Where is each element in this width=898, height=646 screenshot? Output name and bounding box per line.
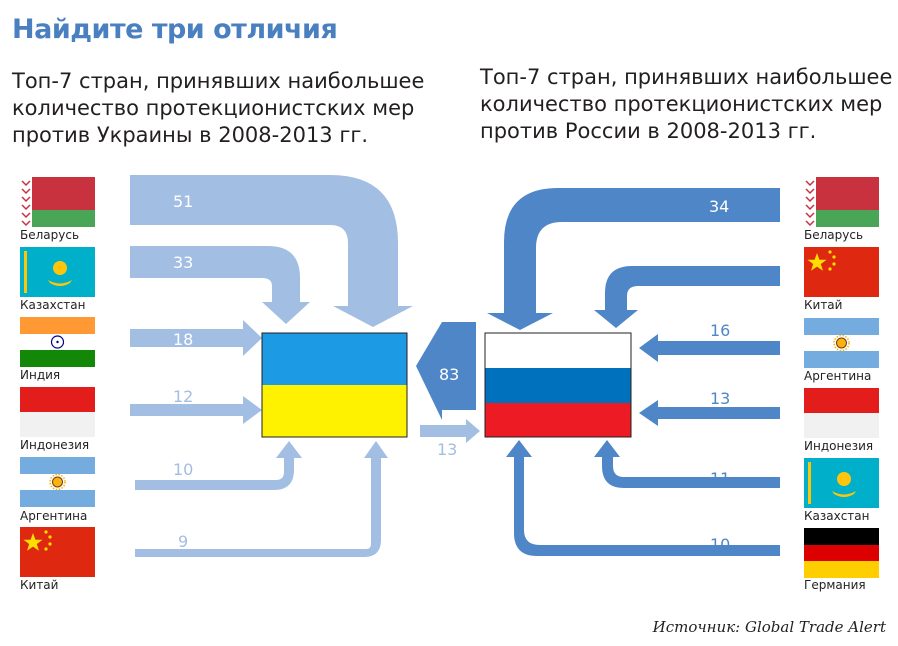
right-subtitle-line: Топ-7 стран, принявших наибольшее: [480, 65, 893, 89]
value-right-indonesia: 13: [710, 389, 730, 408]
arrow-belarus-ukraine: [130, 175, 413, 327]
argentina-flag-icon: [20, 457, 95, 507]
value-left-argentina: 10: [173, 460, 193, 479]
left-country-label: Казахстан: [20, 298, 86, 312]
value-ukraine-russia: 83: [439, 365, 459, 384]
value-right-china: 19: [710, 267, 730, 286]
value-left-china: 9: [178, 532, 188, 551]
value-right-argentina: 16: [710, 321, 730, 340]
right-country-label: Аргентина: [804, 369, 872, 383]
value-right-belarus: 34: [709, 197, 729, 216]
right-subtitle-line: против России в 2008-2013 гг.: [480, 119, 817, 143]
arrow-belarus-russia: [487, 188, 780, 330]
left-country-label: Беларусь: [20, 228, 80, 242]
right-country-label: Германия: [804, 578, 866, 592]
belarus-flag-icon: [20, 177, 95, 227]
left-subtitle-line: против Украины в 2008-2013 гг.: [12, 123, 369, 147]
arrow-china-russia: [594, 266, 780, 328]
page-title: Найдите три отличия: [12, 14, 338, 45]
value-left-indonesia: 12: [173, 387, 193, 406]
germany-flag-icon: [804, 528, 879, 578]
left-subtitle-line: количество протекционистских мер: [12, 96, 415, 120]
right-country-label: Индонезия: [804, 439, 874, 453]
arrow-indonesia-ukraine: [130, 396, 262, 424]
arrow-ukraine-russia: [416, 322, 476, 420]
value-russia-ukraine: 13: [437, 440, 457, 459]
value-left-india: 18: [173, 330, 193, 349]
arrow-germany-russia: [506, 440, 780, 556]
russia-flag: [484, 332, 632, 438]
arrow-kazakhstan-russia: [594, 440, 780, 488]
indonesia-flag-icon: [804, 388, 879, 438]
value-right-kazakhstan: 11: [710, 469, 730, 488]
india-flag-icon: [20, 317, 95, 367]
arrow-russia-ukraine: [420, 419, 480, 443]
value-right-germany: 10: [710, 535, 730, 554]
left-subtitle-line: Топ-7 стран, принявших наибольшее: [12, 69, 425, 93]
right-subtitle: Топ-7 стран, принявших наибольшее количе…: [480, 64, 892, 145]
arrow-indonesia-russia: [639, 400, 780, 426]
arrow-kazakhstan-ukraine: [130, 246, 310, 324]
china-flag-icon: [804, 247, 879, 297]
argentina-flag-icon: [804, 318, 879, 368]
arrow-india-ukraine: [130, 320, 262, 356]
indonesia-flag-icon: [20, 387, 95, 437]
left-country-label: Китай: [20, 578, 59, 592]
kazakhstan-flag-icon: [20, 247, 95, 297]
source-note: Источник: Global Trade Alert: [652, 618, 886, 636]
china-flag-icon: [20, 527, 95, 577]
value-left-belarus: 51: [173, 192, 193, 211]
belarus-flag-icon: [804, 177, 879, 227]
left-country-label: Аргентина: [20, 509, 88, 523]
right-country-label: Казахстан: [804, 509, 870, 523]
right-country-label: Китай: [804, 298, 843, 312]
arrow-argentina-russia: [639, 334, 780, 362]
arrow-china-ukraine: [135, 441, 388, 557]
left-country-label: Индия: [20, 368, 61, 382]
kazakhstan-flag-icon: [804, 458, 879, 508]
right-country-label: Беларусь: [804, 228, 864, 242]
left-country-label: Индонезия: [20, 438, 90, 452]
left-subtitle: Топ-7 стран, принявших наибольшее количе…: [12, 68, 424, 149]
ukraine-flag: [261, 332, 408, 438]
value-left-kazakhstan: 33: [173, 253, 193, 272]
arrow-argentina-ukraine: [135, 441, 302, 490]
right-subtitle-line: количество протекционистских мер: [480, 92, 883, 116]
